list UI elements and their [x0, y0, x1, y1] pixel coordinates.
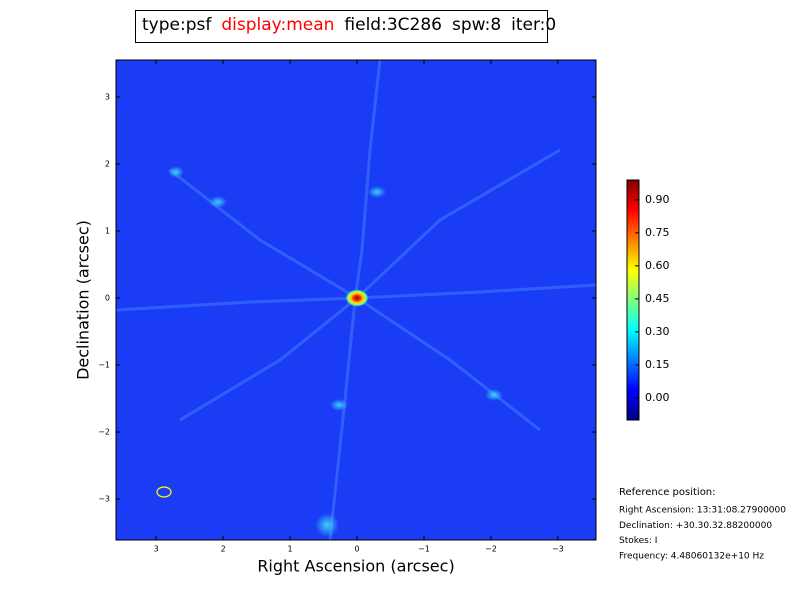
title-box	[135, 10, 548, 43]
colorbar-tick-label: 0.90	[645, 193, 670, 206]
colorbar-tick-label: 0.75	[645, 226, 670, 239]
colorbar-tick-label: 0.30	[645, 325, 670, 338]
x-tick-label: 1	[288, 545, 293, 554]
x-tick-label: 3	[154, 545, 159, 554]
y-tick-label: 3	[105, 92, 110, 101]
title-part: iter:0	[511, 15, 556, 35]
colorbar-tick-label: 0.60	[645, 259, 670, 272]
x-tick-label: 2	[221, 545, 226, 554]
psf-peak	[345, 289, 369, 307]
x-tick-label: 0	[354, 545, 359, 554]
reference-line: Frequency: 4.48060132e+10 Hz	[619, 551, 764, 561]
y-tick-label: −2	[98, 428, 110, 437]
psf-ridge	[328, 59, 382, 541]
y-tick-label: 0	[105, 293, 110, 302]
colorbar-tick-label: 0.45	[645, 292, 670, 305]
title-part: field:3C286	[344, 15, 442, 35]
reference-line: Declination: +30.30.32.88200000	[619, 521, 772, 531]
reference-line: Right Ascension: 13:31:08.27900000	[619, 506, 786, 516]
title-text: type:psf display:mean field:3C286 spw:8 iter…	[142, 15, 556, 35]
y-tick-label: 1	[105, 226, 110, 235]
x-tick-label: −2	[485, 545, 497, 554]
colorbar-tick-label: 0.00	[645, 391, 670, 404]
beam-ellipse	[156, 486, 172, 498]
x-tick-label: −3	[552, 545, 564, 554]
sidelobe	[315, 513, 339, 537]
y-tick-label: −3	[98, 495, 110, 504]
x-axis-label: Right Ascension (arcsec)	[257, 557, 454, 576]
title-part: spw:8	[452, 15, 501, 35]
sidelobe	[368, 186, 386, 198]
title-part: display:mean	[221, 15, 334, 35]
reference-line: Stokes: I	[619, 536, 657, 546]
sidelobe	[168, 166, 184, 178]
y-axis-label: Declination (arcsec)	[74, 220, 93, 380]
plot-frame	[115, 59, 597, 541]
colorbar-tick-label: 0.15	[645, 358, 670, 371]
sidelobe	[485, 389, 503, 401]
y-tick-label: 2	[105, 159, 110, 168]
title-part: type:psf	[142, 15, 212, 35]
x-tick-label: −1	[418, 545, 430, 554]
y-tick-label: −1	[98, 361, 110, 370]
sidelobe	[330, 399, 348, 411]
colorbar	[626, 179, 640, 421]
sidelobe	[209, 196, 227, 208]
reference-title: Reference position:	[619, 487, 716, 498]
title: type:psf display:mean field:3C286 spw:8 iter…	[142, 15, 556, 35]
